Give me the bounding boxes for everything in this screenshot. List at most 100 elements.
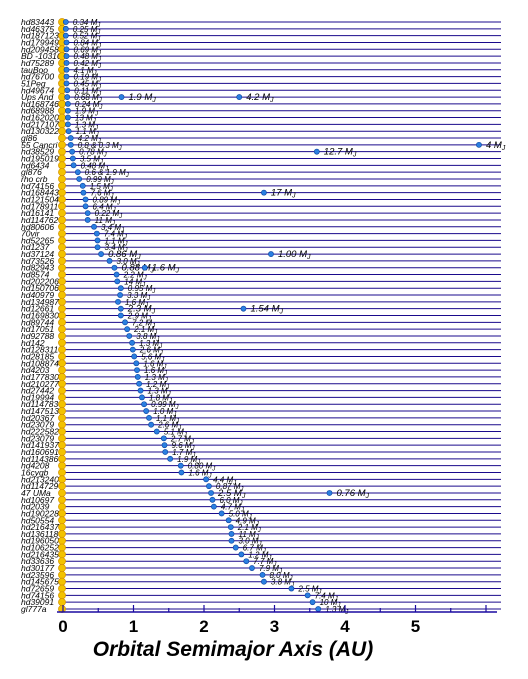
planet-point [261, 189, 267, 196]
planet-mass-label: 0.86 MJ [108, 249, 141, 261]
star-name: hd23596 [21, 570, 54, 580]
star-marker [58, 420, 66, 429]
star-row: hd83443 0.34 MJ [21, 17, 501, 29]
star-marker [58, 304, 66, 313]
planet-point [304, 592, 311, 599]
planet-point [134, 367, 140, 374]
planet-point [243, 558, 250, 565]
star-row: 70vir 7.4 MJ [21, 229, 501, 241]
planet-mass-label: 9.6 MJ [172, 441, 196, 452]
star-row: hd23596 8.0 MJ [21, 570, 501, 582]
planet-point [133, 360, 140, 367]
planet-point [137, 387, 144, 394]
star-name: hd145675 [21, 577, 59, 587]
star-row: hd72659 2.5 MJ [21, 584, 501, 596]
star-marker [58, 188, 66, 197]
star-marker [58, 400, 66, 409]
planet-mass-label: 1.6 MJ [152, 263, 180, 275]
planet-point [141, 264, 148, 271]
star-row: 16cygb 1.6 MJ [21, 467, 501, 479]
star-row: hd147513 1.0 MJ [21, 406, 501, 418]
star-name: hd213240 [21, 474, 59, 484]
star-row: hd92788 3.8 MJ [21, 331, 501, 343]
star-row: hd23079 2.6 MJ [21, 420, 501, 432]
planet-point [167, 455, 174, 462]
star-marker [58, 448, 66, 456]
planet-mass-label: 6.7 MJ [243, 544, 267, 555]
star-name: hd23079 [21, 433, 54, 443]
star-row: hd27442 1.3 MJ [21, 386, 501, 398]
star-row: hd145675 3.8 MJ [21, 577, 501, 589]
star-name: hd4208 [21, 461, 50, 471]
star-name: hd82943 [21, 263, 54, 273]
star-row: hd210277 1.2 MJ [21, 379, 501, 391]
star-marker [58, 120, 66, 129]
star-marker [58, 543, 66, 552]
planet-mass-label: 1.2 MJ [146, 380, 170, 391]
star-name: gl86 [21, 133, 37, 143]
planet-mass-label: 0.48 MJ [81, 161, 109, 172]
star-row: hd33636 7.7 MJ [21, 556, 501, 568]
star-name: hd190228 [21, 508, 59, 518]
star-marker [58, 229, 66, 238]
planet-point [268, 251, 274, 257]
star-name: hd150706 [21, 283, 59, 293]
planet-mass-label: 1.2 MJ [248, 550, 272, 561]
star-marker [58, 502, 66, 511]
star-row: hd20367 1.1 MJ [21, 413, 501, 425]
star-row: hd216437 2.1 MJ [21, 522, 501, 534]
star-name: hd168746 [21, 99, 59, 109]
planet-mass-label: 5.1 MJ [164, 428, 188, 439]
star-row: hd28185 5.6 MJ [21, 351, 501, 363]
star-name: hd177830 [21, 372, 59, 382]
planet-mass-label: 0.89 MJ [93, 195, 121, 206]
planet-point [326, 490, 333, 496]
star-name: hd217107 [21, 119, 59, 129]
planet-mass-label: 1.7 MJ [172, 448, 196, 459]
planet-mass-label: 11 MJ [238, 530, 259, 541]
planet-point [65, 114, 71, 121]
planet-mass-label: 11 MJ [95, 216, 116, 227]
star-name: hd28185 [21, 351, 54, 361]
star-row: hd178911 6.4 MJ [21, 201, 501, 213]
planet-point [79, 182, 86, 189]
planet-point [67, 135, 74, 141]
star-name: hd50554 [21, 515, 54, 525]
planet-point [63, 39, 70, 46]
planet-point [261, 578, 267, 585]
star-marker [58, 550, 66, 559]
star-name: hd202206 [21, 276, 59, 286]
star-row: hd108874 1.6 MJ [21, 358, 501, 370]
planet-point [240, 305, 247, 312]
planet-mass-label: 5.0 MJ [229, 509, 253, 520]
planet-mass-label: 0.52 MJ [73, 32, 101, 43]
star-marker [58, 181, 66, 190]
star-row: hd38529 0.78 MJ 12.7 MJ [21, 147, 501, 159]
planet-point [65, 107, 71, 114]
star-name: hd49674 [21, 85, 54, 95]
planet-point [129, 339, 135, 346]
star-row: hd68988 1.9 MJ [21, 106, 501, 118]
planet-point [111, 264, 118, 271]
star-row: hd52265 1.1 MJ [21, 235, 501, 247]
planet-point [115, 298, 121, 305]
star-name: hd30177 [21, 563, 54, 573]
star-row: Ups And 0.68 MJ 1.9 MJ 4.2 MJ [21, 92, 501, 104]
planet-point [98, 251, 104, 257]
planet-mass-label: 4.7 MJ [221, 503, 245, 514]
star-marker [58, 277, 66, 286]
star-name: 47 UMa [21, 488, 51, 498]
planet-mass-label: 0.45 MJ [74, 79, 102, 90]
planet-mass-label: 7.4 MJ [315, 591, 339, 602]
planet-point [131, 353, 138, 360]
star-marker [58, 482, 66, 491]
planet-mass-label: 2.6 MJ [157, 421, 182, 432]
planet-point [67, 141, 74, 148]
planet-mass-label: 1.6 MJ [144, 366, 168, 377]
star-name: hd92788 [21, 331, 54, 341]
star-name: hd89744 [21, 317, 54, 327]
star-row: hd82943 0.88 MJ1.6 MJ [21, 263, 501, 275]
star-marker [58, 216, 66, 224]
planet-point [113, 271, 120, 278]
planet-mass-label: 1.3 MJ [148, 387, 172, 398]
